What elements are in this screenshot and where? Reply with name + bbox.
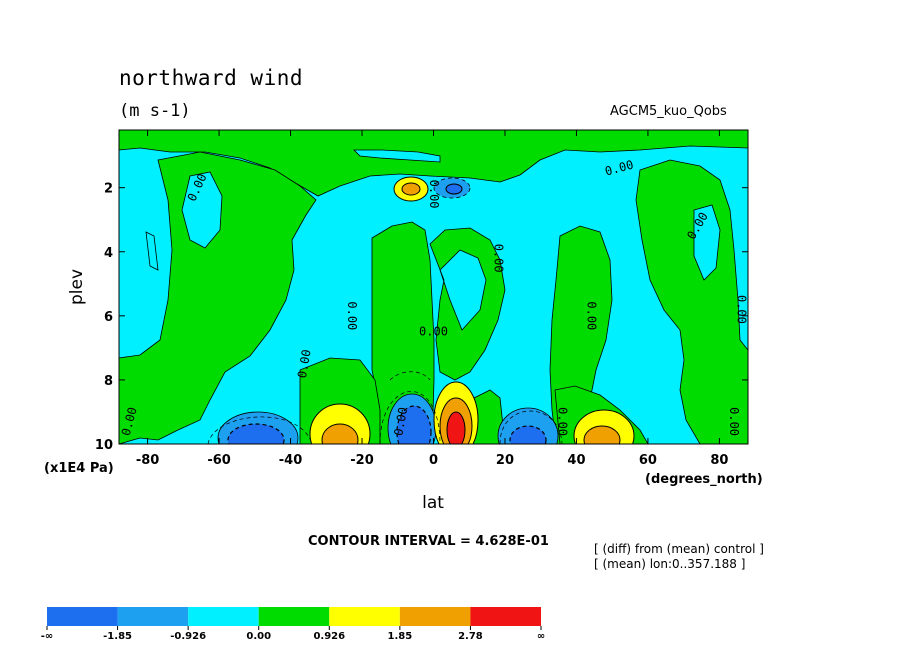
colorbar-label: 2.78 (458, 631, 483, 642)
colorbar-label: -0.926 (170, 631, 206, 642)
colorbar-swatch (329, 607, 400, 626)
contour-min-eq-core (396, 405, 432, 444)
colorbar: -∞ -1.85 -0.926 0.00 0.926 1.85 2.78 ∞ (41, 607, 545, 642)
colorbar-label: -∞ (41, 631, 53, 642)
y-tick-label: 2 (104, 182, 113, 197)
contour-max-sh-subtrop-core (321, 423, 359, 444)
negative-holes (145, 149, 721, 281)
contour-value-label: 0.00 (491, 244, 505, 273)
colorbar-label: 1.85 (388, 631, 413, 642)
contour-value-label: 0.00 (419, 324, 448, 338)
run-label: AGCM5_kuo_Qobs (610, 104, 727, 119)
x-tick-label: -40 (279, 453, 303, 468)
y-axis: 2 4 6 8 10 (95, 182, 748, 453)
x-tick-label: -20 (350, 453, 374, 468)
x-tick-label: -60 (207, 453, 231, 468)
y-tick-label: 8 (104, 374, 113, 389)
contour-max-upper-core (401, 182, 421, 196)
mean-note: [ (mean) lon:0..357.188 ] (594, 557, 746, 571)
x-tick-label: -80 (136, 453, 160, 468)
contour-min-upper-core (445, 183, 463, 195)
x-tick-label: 40 (567, 453, 585, 468)
colorbar-swatch (47, 607, 118, 626)
positive-extremes (309, 176, 635, 444)
x-axis-label: lat (422, 493, 444, 513)
diff-note: [ (diff) from (mean) control ] (594, 542, 764, 556)
x-axis: -80 -60 -40 -20 0 20 40 60 80 (136, 130, 728, 468)
contour-min-sh-midlat-core (227, 423, 285, 444)
colorbar-label: -1.85 (103, 631, 132, 642)
y-tick-label: 4 (104, 246, 113, 261)
contour-value-label: 0.00 (734, 295, 748, 324)
contour-value-label: 0.00 (391, 406, 410, 437)
contour-max-nh-midlat-core (583, 425, 621, 444)
colorbar-swatch (188, 607, 259, 626)
colorbar-swatch (258, 607, 330, 626)
contour-value-label: 0.00 (584, 301, 598, 330)
colorbar-label: ∞ (537, 631, 545, 642)
y-tick-label: 10 (95, 438, 113, 453)
x-tick-label: 0 (429, 453, 438, 468)
contour-interval: CONTOUR INTERVAL = 4.628E-01 (308, 534, 549, 549)
dashed-contours (207, 371, 563, 444)
y-axis-label: plev (67, 269, 87, 305)
colorbar-swatch (399, 607, 471, 626)
contour-max-eq-core (446, 411, 466, 444)
x-tick-label: 80 (710, 453, 728, 468)
x-axis-unit: (degrees_north) (645, 472, 763, 487)
contour-value-label: 0.00 (556, 407, 570, 436)
y-tick-label: 6 (104, 310, 113, 325)
colorbar-label: 0.00 (246, 631, 271, 642)
contour-value-label: 0.00 (727, 407, 741, 436)
chart-title: northward wind (119, 66, 304, 90)
contour-value-label: 0.00 (345, 301, 359, 330)
negative-extremes (217, 177, 559, 444)
colorbar-swatch (470, 607, 541, 626)
chart-units: (m s-1) (119, 101, 191, 121)
y-axis-unit: (x1E4 Pa) (44, 461, 114, 476)
x-tick-label: 60 (639, 453, 657, 468)
contour-value-label: 0.00 (295, 348, 314, 379)
x-tick-label: 20 (496, 453, 514, 468)
colorbar-swatch (117, 607, 189, 626)
contour-min-nh-subtrop-core (509, 425, 547, 444)
colorbar-label: 0.926 (313, 631, 345, 642)
contour-value-label: 0.00 (427, 180, 441, 209)
plot-area: 0.00 0.00 0.00 0.00 0.00 0.00 0.00 0.00 0.00 0.00… (119, 130, 748, 444)
